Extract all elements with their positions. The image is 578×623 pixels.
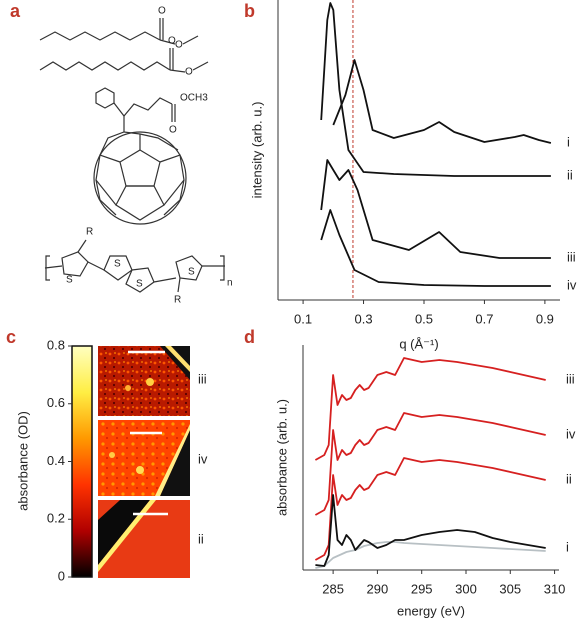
series-line: [315, 494, 546, 567]
afm-images: [98, 346, 190, 578]
y-axis-label: absorbance (OD): [15, 411, 30, 511]
series-line: [320, 159, 551, 259]
series-label: iv: [567, 277, 577, 292]
series-line: [320, 209, 551, 287]
panel-label: a: [10, 1, 21, 21]
series-label: iv: [566, 426, 576, 441]
image-label: ii: [198, 531, 204, 546]
y-axis-label: absorbance (arb. u.): [274, 399, 289, 516]
x-tick-label: 290: [367, 581, 389, 596]
y-tick-label: 0.8: [47, 337, 65, 352]
y-axis-label: intensity (arb. u.): [249, 102, 264, 199]
x-tick-label: 0.1: [294, 311, 312, 326]
colorbar: [71, 345, 93, 578]
panel-label: c: [6, 327, 16, 347]
series-line: [332, 59, 552, 144]
series-line: [315, 541, 546, 569]
x-tick-label: 0.3: [354, 311, 372, 326]
atom: OCH3: [180, 93, 208, 104]
series-label: ii: [566, 471, 572, 486]
atom: n: [227, 278, 233, 289]
x-tick-label: 0.9: [536, 311, 554, 326]
series-label: iii: [566, 371, 575, 386]
series-line: [320, 2, 551, 177]
atom: S: [66, 275, 73, 286]
y-tick-label: 0.4: [47, 453, 65, 468]
atom: O: [185, 67, 193, 78]
atom: R: [174, 295, 181, 306]
structures: O O O O OCH3 O R S S S S R n: [39, 6, 233, 306]
x-tick-label: 285: [322, 581, 344, 596]
x-tick-label: 295: [411, 581, 433, 596]
image-label: iv: [198, 451, 208, 466]
x-tick-label: 310: [544, 581, 566, 596]
series-line: [314, 357, 546, 461]
x-tick-label: 300: [455, 581, 477, 596]
x-tick-label: 0.7: [475, 311, 493, 326]
atom: O: [169, 125, 177, 136]
y-tick-label: 0.2: [47, 511, 65, 526]
panel-label: d: [244, 327, 255, 347]
atom: O: [175, 40, 183, 51]
x-tick-label: 0.5: [415, 311, 433, 326]
series-label: iii: [567, 249, 576, 264]
atom: S: [188, 267, 195, 278]
series-line: [314, 412, 546, 516]
x-axis-label: q (Å⁻¹): [399, 336, 438, 351]
atom: R: [86, 227, 93, 238]
atom: O: [158, 6, 166, 17]
series-line: [314, 457, 546, 561]
x-tick-label: 305: [499, 581, 521, 596]
series-label: ii: [567, 167, 573, 182]
series-label: i: [567, 134, 570, 149]
image-label: iii: [198, 371, 207, 386]
y-tick-label: 0: [58, 568, 65, 583]
atom: O: [168, 36, 176, 47]
panel-label: b: [244, 1, 255, 21]
series-label: i: [566, 539, 569, 554]
atom: S: [114, 259, 121, 270]
atom: S: [136, 279, 143, 290]
y-tick-label: 0.6: [47, 395, 65, 410]
x-axis-label: energy (eV): [397, 603, 465, 618]
